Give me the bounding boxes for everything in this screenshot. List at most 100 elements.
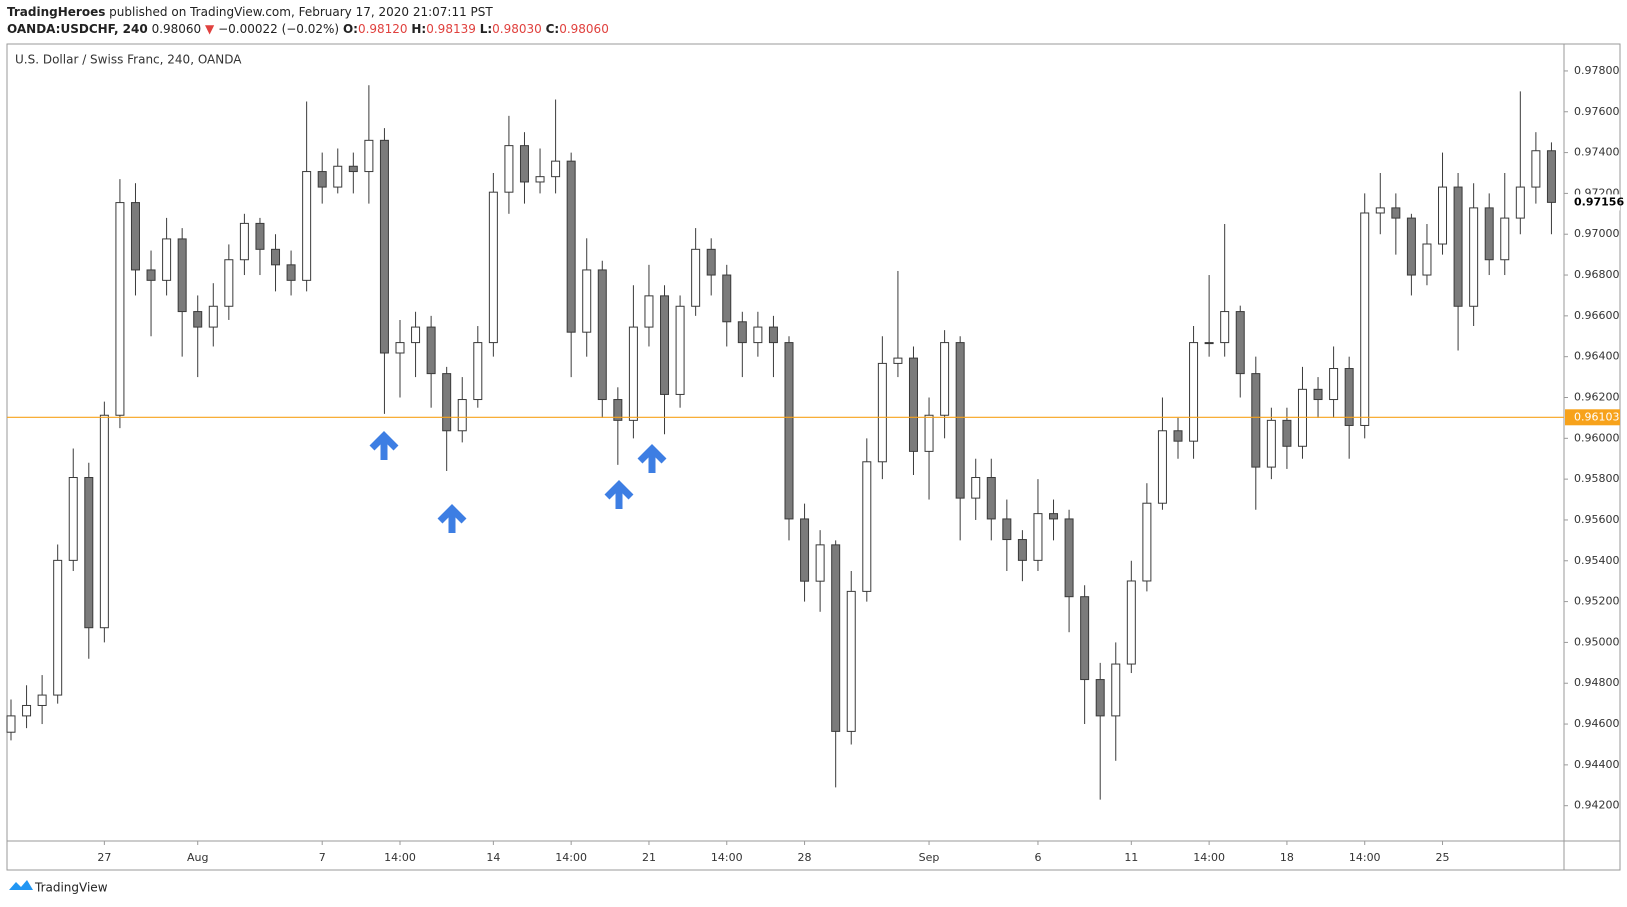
candle-body: [504, 145, 514, 193]
y-tick-label: 0.97600: [1574, 105, 1620, 118]
candle-body: [348, 165, 358, 173]
y-tick-label: 0.95400: [1574, 554, 1620, 567]
candle-body: [364, 139, 374, 173]
candle-body: [815, 544, 825, 582]
candle-body: [162, 238, 172, 281]
arrow: [437, 504, 467, 533]
candle-body: [1469, 207, 1479, 307]
x-tick-label: 14:00: [1193, 851, 1225, 864]
header: TradingHeroes published on TradingView.c…: [7, 4, 609, 38]
y-tick-label: 0.94600: [1574, 717, 1620, 730]
candle-body: [644, 295, 654, 328]
candle-body: [940, 342, 950, 416]
candle-body: [333, 165, 343, 188]
candle-body: [1500, 217, 1510, 261]
y-tick-label: 0.95800: [1574, 472, 1620, 485]
candle-body: [846, 590, 856, 732]
header-line: OANDA:USDCHF, 240 0.98060 ▼ −0.00022 (−0…: [7, 21, 609, 38]
candle-body: [1391, 207, 1401, 219]
x-tick-label: 11: [1124, 851, 1138, 864]
candle-body: [1204, 342, 1214, 345]
change: −0.00022 (−0.02%): [218, 22, 340, 36]
brand: TradingView: [34, 881, 108, 895]
arrow: [369, 431, 399, 460]
candle-body: [908, 357, 918, 452]
candle-body: [317, 171, 327, 188]
x-tick-label: 18: [1280, 851, 1294, 864]
candle-body: [84, 477, 94, 629]
candle-body: [1235, 311, 1245, 375]
candle-body: [457, 399, 467, 432]
candle-body: [535, 176, 545, 183]
candle-body: [239, 222, 249, 261]
x-tick-label: 25: [1436, 851, 1450, 864]
candle-body: [1453, 186, 1463, 307]
candle-body: [1546, 150, 1556, 203]
y-tick-label: 0.96000: [1574, 431, 1620, 444]
y-tick-label: 0.94800: [1574, 676, 1620, 689]
candle-body: [1157, 430, 1167, 504]
candle-body: [660, 295, 670, 395]
candle-body: [628, 326, 638, 421]
candle-body: [691, 248, 701, 307]
candle-body: [302, 171, 312, 281]
candle-body: [224, 259, 234, 307]
last: 0.98060: [151, 22, 202, 36]
candle-body: [193, 311, 203, 328]
candle-body: [1220, 311, 1230, 344]
candle-body: [706, 248, 716, 276]
candle-body: [286, 264, 296, 281]
down-icon: ▼: [205, 22, 215, 36]
candle-body: [395, 342, 405, 354]
candle-body: [442, 373, 452, 432]
last-price-label: 0.97156: [1574, 195, 1624, 208]
x-tick-label: 14:00: [555, 851, 587, 864]
candle-body: [551, 160, 561, 178]
candle-body: [1017, 539, 1027, 561]
candle-body: [519, 145, 529, 183]
y-tick-label: 0.96400: [1574, 350, 1620, 363]
candle-body: [1111, 663, 1121, 717]
candle-body: [597, 269, 607, 401]
candle-body: [99, 414, 109, 629]
hline-label: 0.96103: [1574, 410, 1620, 423]
x-tick-label: 14:00: [711, 851, 743, 864]
candle-body: [582, 269, 592, 333]
x-tick-label: 14:00: [384, 851, 416, 864]
h-label: H:: [411, 22, 427, 36]
candle-body: [271, 248, 281, 266]
candle-body: [1002, 518, 1012, 541]
candle-body: [208, 305, 218, 328]
candle-body: [924, 414, 934, 452]
x-tick-label: 14: [486, 851, 500, 864]
candle-body: [177, 238, 187, 313]
candle-body: [1344, 368, 1354, 426]
candle-body: [1531, 150, 1541, 188]
close: 0.98060: [559, 22, 609, 36]
y-tick-label: 0.94200: [1574, 799, 1620, 812]
x-tick-label: 6: [1034, 851, 1041, 864]
candle-body: [800, 518, 810, 582]
last-price-box: [1565, 194, 1620, 211]
candle-body: [1095, 679, 1105, 717]
x-tick-label: Aug: [187, 851, 208, 864]
candle-body: [426, 326, 436, 375]
open: 0.98120: [357, 22, 408, 36]
arrow: [637, 444, 667, 473]
candle-body: [955, 342, 965, 499]
candle-body: [130, 202, 140, 271]
candle-body: [566, 160, 576, 333]
arrows: [369, 431, 667, 533]
hline-label-box: [1565, 409, 1620, 426]
candle-body: [1329, 368, 1339, 401]
x-tick-label: 21: [642, 851, 656, 864]
logo-icon: [9, 880, 33, 890]
y-tick-label: 0.96800: [1574, 268, 1620, 281]
y-tick-label: 0.96600: [1574, 309, 1620, 322]
y-tick-label: 0.97800: [1574, 64, 1620, 77]
candle-body: [831, 544, 841, 732]
candle-body: [613, 399, 623, 421]
candle-body: [1438, 186, 1448, 245]
y-tick-label: 0.95600: [1574, 513, 1620, 526]
